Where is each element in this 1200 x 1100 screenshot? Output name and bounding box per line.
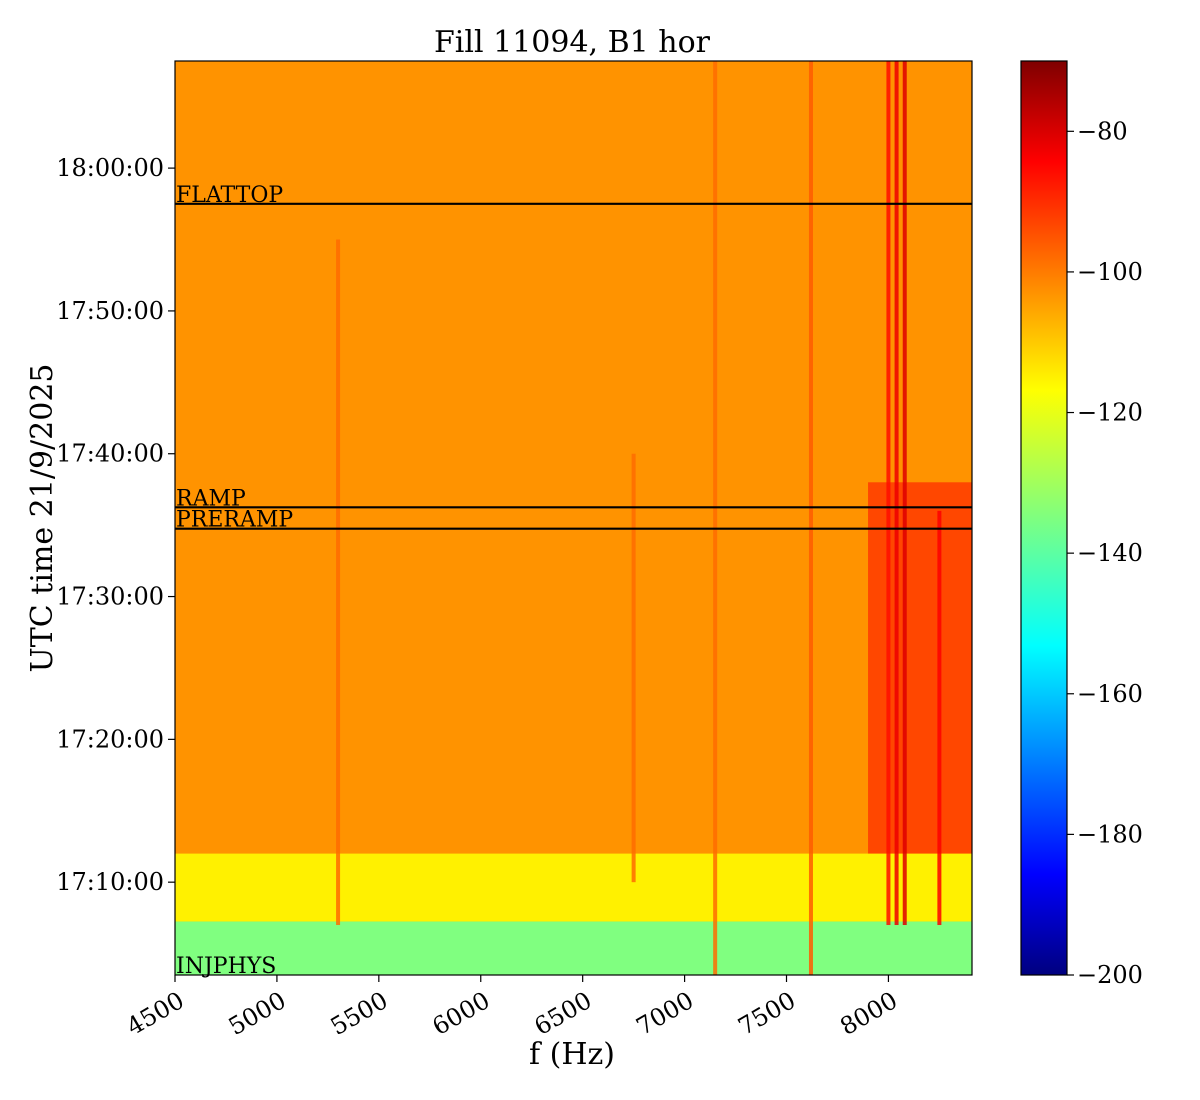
spectral-line — [894, 61, 899, 926]
y-tick-label: 17:10:00 — [56, 868, 164, 896]
heatmap-background — [175, 61, 972, 975]
y-tick-label: 17:40:00 — [56, 440, 164, 468]
x-axis-label: f (Hz) — [529, 1037, 615, 1072]
x-tick-label: 6500 — [530, 986, 597, 1041]
x-tick-label: 8000 — [835, 986, 902, 1041]
y-axis: 17:10:00 17:20:00 17:30:00 17:40:00 17:50:00… — [56, 154, 175, 896]
colorbar-tick-label: −100 — [1077, 258, 1143, 286]
heatmap-layer — [175, 61, 972, 975]
spectral-line — [336, 239, 341, 926]
spectral-line — [937, 510, 942, 926]
heatmap-region — [175, 921, 972, 975]
y-tick-label: 17:20:00 — [56, 725, 164, 753]
colorbar-tick-label: −80 — [1077, 117, 1128, 145]
colorbar-tick-label: −120 — [1077, 399, 1143, 427]
spectral-line — [631, 453, 636, 883]
y-tick-label: 18:00:00 — [56, 154, 164, 182]
x-tick-label: 5000 — [224, 986, 291, 1041]
heatmap-hot-zone — [868, 482, 972, 911]
x-tick-label: 7000 — [631, 986, 698, 1041]
colorbar-tick-label: −180 — [1077, 820, 1143, 848]
x-axis: 4500 5000 5500 6000 6500 7000 7500 8000 — [122, 975, 902, 1041]
x-tick-label: 6000 — [428, 986, 495, 1041]
x-tick-label: 7500 — [733, 986, 800, 1041]
heatmap-region — [175, 853, 972, 922]
colorbar-tick-label: −200 — [1077, 961, 1143, 989]
y-tick-label: 17:30:00 — [56, 583, 164, 611]
x-tick-label: 4500 — [122, 986, 189, 1041]
spectral-line — [902, 61, 907, 926]
y-tick-label: 17:50:00 — [56, 297, 164, 325]
colorbar-axis: −80 −100 −120 −140 −160 −180 −200 — [1067, 117, 1143, 989]
colorbar-tick-label: −140 — [1077, 539, 1143, 567]
spectral-line — [886, 61, 891, 926]
annotation-label: PRERAMP — [176, 508, 293, 533]
plot-frame — [174, 60, 973, 976]
chart-title: Fill 11094, B1 hor — [434, 25, 711, 60]
x-tick-label: 5500 — [326, 986, 393, 1041]
colorbar — [1020, 60, 1068, 976]
colorbar-tick-label: −160 — [1077, 680, 1143, 708]
spectral-line — [808, 61, 813, 975]
spectral-line — [713, 61, 718, 975]
annotation-label: RAMP — [176, 486, 246, 511]
annotation-label: FLATTOP — [176, 183, 283, 208]
y-axis-label: UTC time 21/9/2025 — [25, 364, 60, 673]
